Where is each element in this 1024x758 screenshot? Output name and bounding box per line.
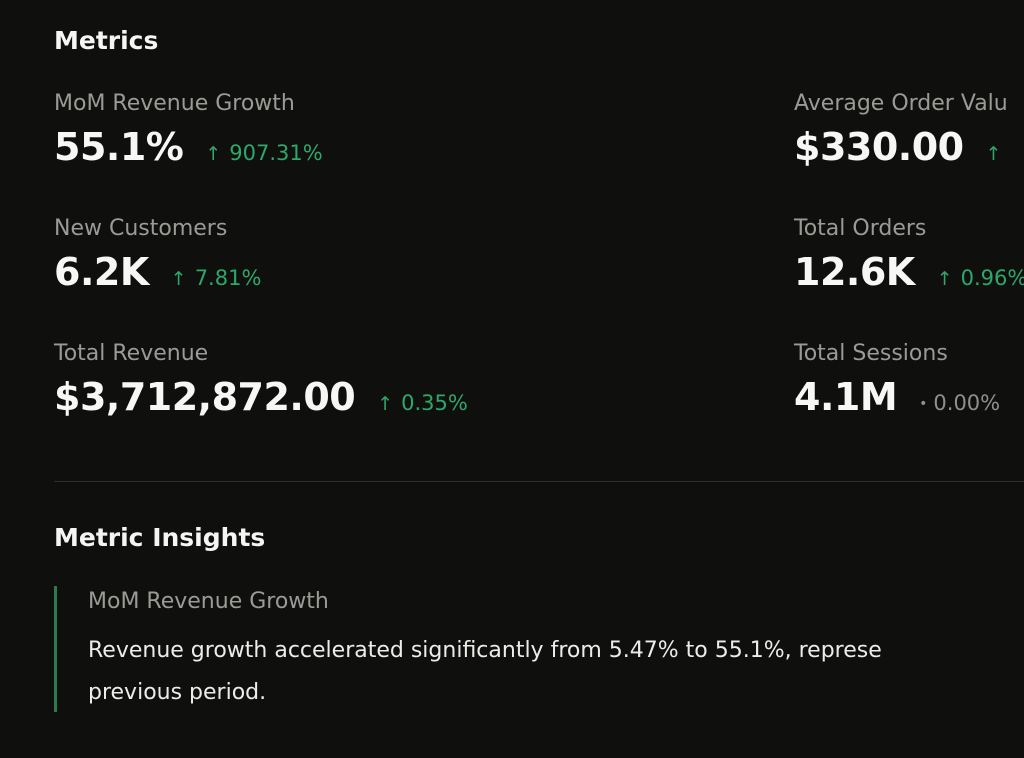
metric-value-row: 4.1M • 0.00% — [794, 375, 1000, 419]
arrow-up-icon: ↑ — [205, 143, 222, 165]
metric-card-total-sessions[interactable]: Total Sessions 4.1M • 0.00% — [794, 341, 1000, 419]
metric-change-value: 907.31% — [229, 141, 323, 165]
metric-change: ↑ 0.96% — [937, 266, 1024, 290]
insight-text: Revenue growth accelerated significantly… — [88, 630, 1024, 712]
metric-value-row: 55.1% ↑ 907.31% — [54, 125, 323, 169]
metric-change: ↑ — [986, 143, 1010, 165]
insight-card-mom-revenue-growth: MoM Revenue Growth Revenue growth accele… — [54, 586, 1024, 712]
metric-label: MoM Revenue Growth — [54, 91, 295, 116]
metric-change-value: 7.81% — [194, 266, 262, 290]
metric-value: 55.1% — [54, 125, 184, 169]
metric-change-value: 0.35% — [401, 391, 468, 415]
metric-value: 12.6K — [794, 250, 915, 294]
metric-label: Total Revenue — [54, 341, 209, 366]
metric-label: Total Sessions — [794, 341, 948, 366]
metric-card-mom-revenue-growth[interactable]: MoM Revenue Growth 55.1% ↑ 907.31% — [54, 91, 323, 169]
metric-card-total-orders[interactable]: Total Orders 12.6K ↑ 0.96% — [794, 216, 1024, 294]
metric-change-value: 0.96% — [960, 266, 1024, 290]
metric-card-new-customers[interactable]: New Customers 6.2K ↑ 7.81% — [54, 216, 261, 294]
metric-value-row: 12.6K ↑ 0.96% — [794, 250, 1024, 294]
arrow-up-icon: ↑ — [985, 143, 1002, 165]
metric-value: $3,712,872.00 — [54, 375, 356, 419]
metrics-heading: Metrics — [54, 26, 159, 55]
metric-value-row: $330.00 ↑ — [794, 125, 1010, 169]
metric-value-row: $3,712,872.00 ↑ 0.35% — [54, 375, 468, 419]
metric-label: New Customers — [54, 216, 228, 241]
metric-value: $330.00 — [794, 125, 964, 169]
insight-text-line: Revenue growth accelerated significantly… — [88, 638, 882, 663]
insight-text-line: previous period. — [88, 680, 267, 705]
metric-change: • 0.00% — [919, 391, 1000, 415]
metric-value: 6.2K — [54, 250, 149, 294]
section-divider — [54, 481, 1024, 482]
arrow-up-icon: ↑ — [936, 268, 953, 290]
metric-change: ↑ 0.35% — [377, 391, 468, 415]
metric-card-total-revenue[interactable]: Total Revenue $3,712,872.00 ↑ 0.35% — [54, 341, 468, 419]
metric-card-average-order-value[interactable]: Average Order Valu $330.00 ↑ — [794, 91, 1010, 169]
metric-change: ↑ 907.31% — [205, 141, 322, 165]
metric-change-value: 0.00% — [933, 391, 1001, 415]
arrow-up-icon: ↑ — [170, 268, 187, 290]
metric-change: ↑ 7.81% — [171, 266, 262, 290]
insight-title: MoM Revenue Growth — [88, 589, 329, 614]
arrow-up-icon: ↑ — [377, 393, 394, 415]
metric-value-row: 6.2K ↑ 7.81% — [54, 250, 261, 294]
dot-icon: • — [919, 396, 928, 412]
metric-insights-heading: Metric Insights — [54, 523, 266, 552]
metric-label: Total Orders — [794, 216, 927, 241]
metric-value: 4.1M — [794, 375, 898, 419]
metric-label: Average Order Valu — [794, 91, 1008, 116]
